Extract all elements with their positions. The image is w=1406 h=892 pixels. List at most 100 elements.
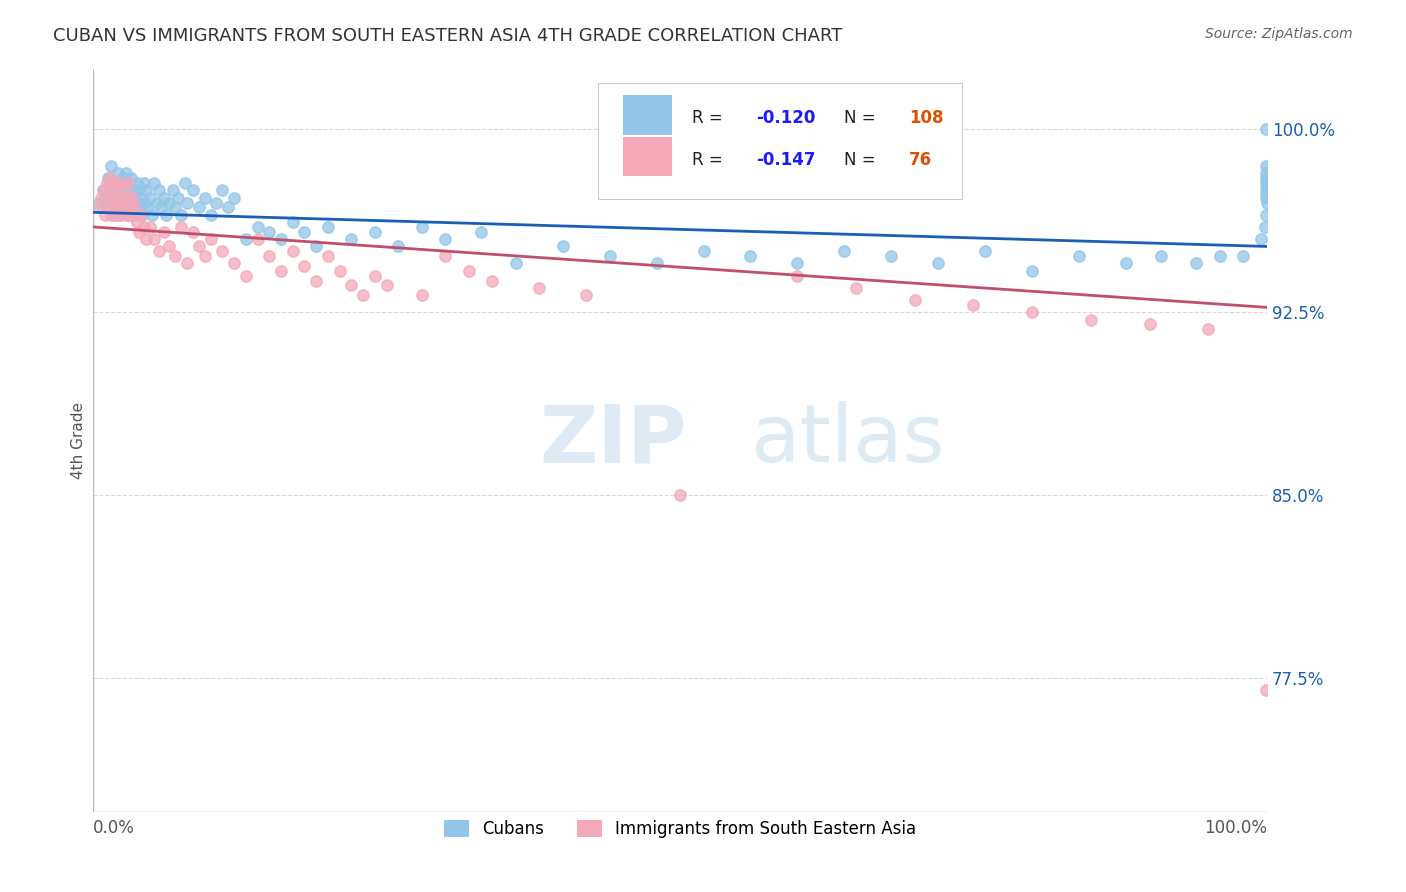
Point (364, 268, 387, 283)
Point (108, 208, 131, 222)
Point (100, 208, 122, 222)
Point (122, 183, 145, 197)
Point (93, 183, 115, 197)
Point (786, 268, 808, 283)
Point (173, 176, 195, 190)
Point (129, 201, 152, 215)
Point (118, 195, 141, 210)
Point (91, 183, 114, 197)
Point (1067, 249, 1090, 263)
Point (181, 225, 204, 239)
FancyBboxPatch shape (623, 136, 672, 177)
Point (143, 232, 166, 246)
Point (124, 208, 146, 222)
Point (187, 239, 209, 253)
Point (880, 249, 903, 263)
Point (194, 249, 217, 263)
Point (115, 166, 138, 180)
Point (281, 215, 304, 229)
Point (105, 183, 128, 197)
Point (170, 219, 193, 234)
Point (257, 249, 280, 263)
Text: R =: R = (692, 110, 728, 128)
Point (316, 219, 339, 234)
Point (1021, 305, 1043, 319)
Point (1209, 249, 1232, 263)
Point (927, 256, 949, 270)
Point (101, 191, 124, 205)
Point (132, 176, 155, 190)
Point (131, 208, 153, 222)
Text: 76: 76 (908, 151, 932, 169)
Point (108, 191, 131, 205)
Point (294, 225, 316, 239)
Point (121, 201, 143, 215)
Point (551, 239, 574, 253)
Point (112, 183, 135, 197)
Point (340, 232, 363, 246)
Text: ZIP: ZIP (538, 401, 686, 479)
Point (107, 208, 129, 222)
Point (329, 264, 352, 278)
Point (152, 225, 174, 239)
Point (669, 488, 692, 502)
Point (1250, 232, 1272, 246)
Point (117, 208, 139, 222)
Point (1253, 219, 1275, 234)
Point (125, 215, 148, 229)
Point (110, 176, 132, 190)
Point (834, 244, 856, 259)
Point (111, 171, 134, 186)
Point (114, 201, 136, 215)
Point (166, 191, 188, 205)
Point (1254, 208, 1277, 222)
Legend: Cubans, Immigrants from South Eastern Asia: Cubans, Immigrants from South Eastern As… (437, 813, 924, 845)
Text: N =: N = (845, 151, 882, 169)
Point (87, 195, 110, 210)
Point (98, 171, 121, 186)
Point (136, 201, 159, 215)
Point (645, 256, 668, 270)
Point (1254, 166, 1277, 180)
Point (155, 208, 177, 222)
Point (104, 183, 127, 197)
Point (411, 219, 433, 234)
Point (132, 219, 155, 234)
Point (121, 191, 143, 205)
Point (120, 208, 142, 222)
FancyBboxPatch shape (623, 95, 672, 135)
Point (1115, 256, 1137, 270)
Point (200, 232, 222, 246)
Point (117, 183, 139, 197)
Point (107, 166, 129, 180)
Point (181, 183, 204, 197)
Point (170, 208, 193, 222)
Point (1021, 264, 1043, 278)
Point (904, 293, 927, 307)
Point (222, 256, 245, 270)
Point (134, 195, 156, 210)
Point (1232, 249, 1254, 263)
Point (165, 201, 187, 215)
Point (97, 195, 120, 210)
Point (114, 201, 136, 215)
Y-axis label: 4th Grade: 4th Grade (72, 401, 86, 479)
Point (150, 201, 173, 215)
Point (120, 171, 142, 186)
Point (122, 201, 145, 215)
Point (270, 264, 292, 278)
Point (101, 176, 124, 190)
Point (115, 208, 138, 222)
Point (1185, 256, 1208, 270)
Point (281, 244, 304, 259)
Point (786, 256, 808, 270)
Point (1197, 322, 1219, 336)
Point (108, 176, 131, 190)
Point (527, 281, 550, 295)
Point (101, 191, 124, 205)
Point (387, 239, 409, 253)
Point (131, 208, 153, 222)
Point (187, 201, 209, 215)
Point (692, 244, 714, 259)
Point (122, 191, 145, 205)
